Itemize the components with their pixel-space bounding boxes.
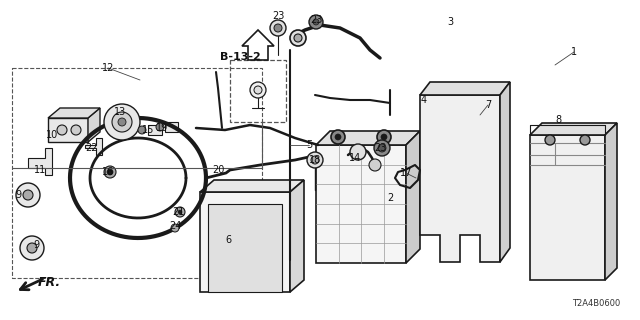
Circle shape [23,190,33,200]
Bar [230,60,286,122]
Circle shape [377,130,391,144]
Polygon shape [165,122,178,132]
Circle shape [171,224,179,232]
Circle shape [254,86,262,94]
Polygon shape [500,82,510,262]
Circle shape [335,134,341,140]
Text: 2: 2 [387,193,393,203]
Text: 12: 12 [102,63,114,73]
Polygon shape [605,123,617,280]
Polygon shape [316,145,406,263]
Circle shape [381,134,387,140]
Circle shape [178,210,182,214]
Text: 16: 16 [102,167,114,177]
Circle shape [580,135,590,145]
Text: FR.: FR. [38,276,61,290]
Circle shape [118,118,126,126]
Circle shape [331,130,345,144]
Circle shape [270,20,286,36]
Text: 23: 23 [272,11,284,21]
Text: 11: 11 [34,165,46,175]
Circle shape [138,126,146,134]
Text: 10: 10 [46,130,58,140]
Polygon shape [48,118,88,142]
Text: 6: 6 [225,235,231,245]
Polygon shape [148,125,162,135]
Polygon shape [530,135,605,280]
Polygon shape [420,82,510,95]
Bar [12,68,262,278]
Circle shape [250,82,266,98]
Text: 9: 9 [15,190,21,200]
Polygon shape [208,204,282,292]
Text: 13: 13 [114,107,126,117]
Text: 7: 7 [485,100,491,110]
Text: T2A4B0600: T2A4B0600 [572,299,620,308]
Circle shape [104,104,140,140]
Text: 21: 21 [172,207,184,217]
Polygon shape [28,148,52,175]
Polygon shape [48,108,100,118]
Circle shape [311,156,319,164]
Polygon shape [406,131,420,263]
Polygon shape [316,131,420,145]
Text: B-13-2: B-13-2 [220,52,260,62]
Text: 1: 1 [571,47,577,57]
Text: 9: 9 [33,240,39,250]
Circle shape [175,207,185,217]
Circle shape [290,30,306,46]
Circle shape [107,169,113,175]
Circle shape [27,243,37,253]
Polygon shape [200,180,304,192]
Circle shape [378,144,386,152]
Text: 15: 15 [142,125,154,135]
Text: 24: 24 [169,221,181,231]
Circle shape [313,19,319,25]
Polygon shape [200,192,290,292]
Text: 23: 23 [310,15,322,25]
Circle shape [112,112,132,132]
Text: 17: 17 [400,168,412,178]
Circle shape [20,236,44,260]
Text: 23: 23 [374,143,386,153]
Text: 22: 22 [86,143,99,153]
Polygon shape [290,180,304,292]
Circle shape [369,159,381,171]
Polygon shape [85,138,102,155]
Circle shape [294,34,302,42]
Circle shape [545,135,555,145]
Circle shape [156,123,164,131]
Circle shape [309,15,323,29]
Circle shape [350,144,366,160]
Text: 20: 20 [212,165,224,175]
Text: 5: 5 [306,140,312,150]
Text: 3: 3 [447,17,453,27]
Circle shape [374,140,390,156]
Polygon shape [420,95,500,262]
Circle shape [16,183,40,207]
Polygon shape [530,123,617,135]
Circle shape [104,166,116,178]
Text: 18: 18 [309,155,321,165]
Circle shape [274,24,282,32]
Text: 8: 8 [555,115,561,125]
Circle shape [71,125,81,135]
Text: 19: 19 [156,123,168,133]
Polygon shape [88,108,100,142]
Circle shape [307,152,323,168]
Text: 14: 14 [349,153,361,163]
Circle shape [57,125,67,135]
Text: 4: 4 [421,95,427,105]
